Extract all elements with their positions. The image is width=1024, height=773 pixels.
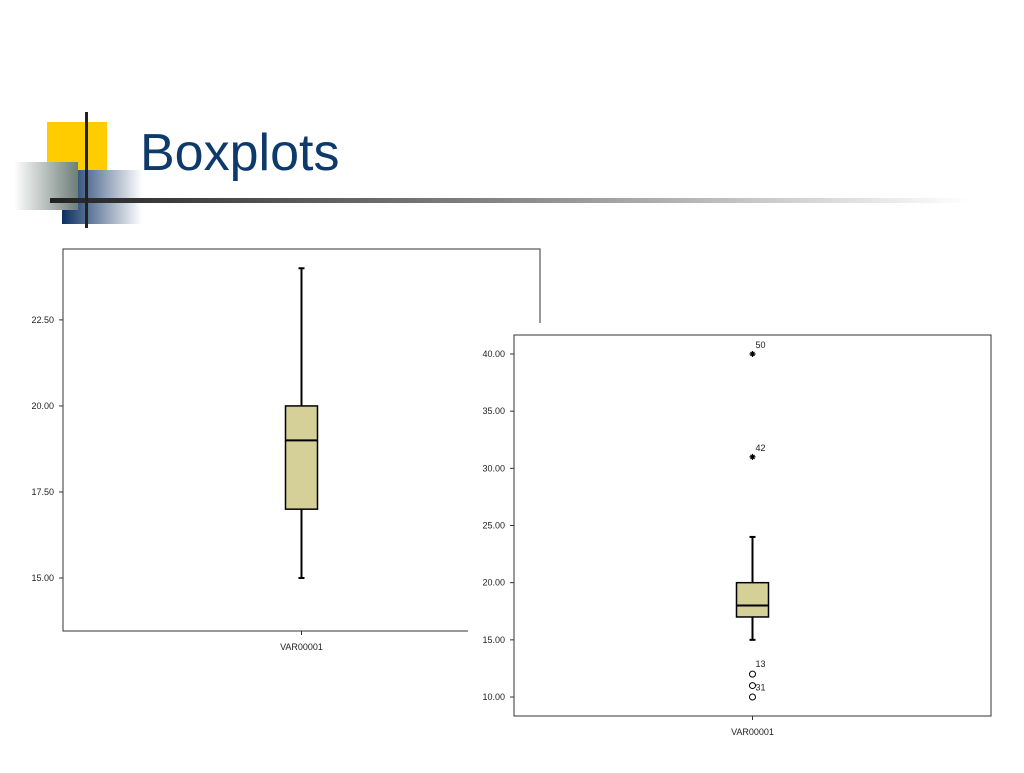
- outlier-star: [749, 350, 756, 357]
- plot-frame: [513, 334, 992, 717]
- y-tick-label: 25.00: [482, 521, 505, 531]
- y-tick-label: 22.50: [31, 315, 54, 325]
- outlier-label: 50: [756, 340, 766, 350]
- outlier-circle: [749, 693, 756, 701]
- y-tick-label: 15.00: [31, 573, 54, 583]
- y-tick-label: 40.00: [482, 349, 505, 359]
- boxplot-chart: 10.00 15.00 20.00 25.00 30.00 35.00 40.00 VAR00…: [482, 334, 992, 737]
- box: [284, 405, 319, 510]
- outlier-label: 42: [756, 443, 766, 453]
- boxplot-chart: 15.00 17.50 20.00 22.50 VAR00001: [31, 248, 541, 652]
- title-decoration: [14, 112, 970, 228]
- y-tick-label: 10.00: [482, 692, 505, 702]
- y-tick-label: 15.00: [482, 635, 505, 645]
- y-tick-label: 30.00: [482, 463, 505, 473]
- x-tick-label: VAR00001: [280, 642, 323, 652]
- y-tick-label: 17.50: [31, 487, 54, 497]
- x-tick-label: VAR00001: [731, 727, 774, 737]
- outlier-circle: [749, 682, 756, 690]
- outlier-label: 31: [756, 683, 766, 693]
- slide-title: Boxplots: [140, 124, 339, 182]
- y-tick-label: 20.00: [482, 578, 505, 588]
- box: [735, 581, 770, 618]
- outlier-circle: [749, 670, 756, 678]
- outlier-star: [749, 453, 756, 460]
- y-tick-label: 20.00: [31, 401, 54, 411]
- y-tick-label: 35.00: [482, 406, 505, 416]
- outlier-label: 13: [756, 659, 766, 669]
